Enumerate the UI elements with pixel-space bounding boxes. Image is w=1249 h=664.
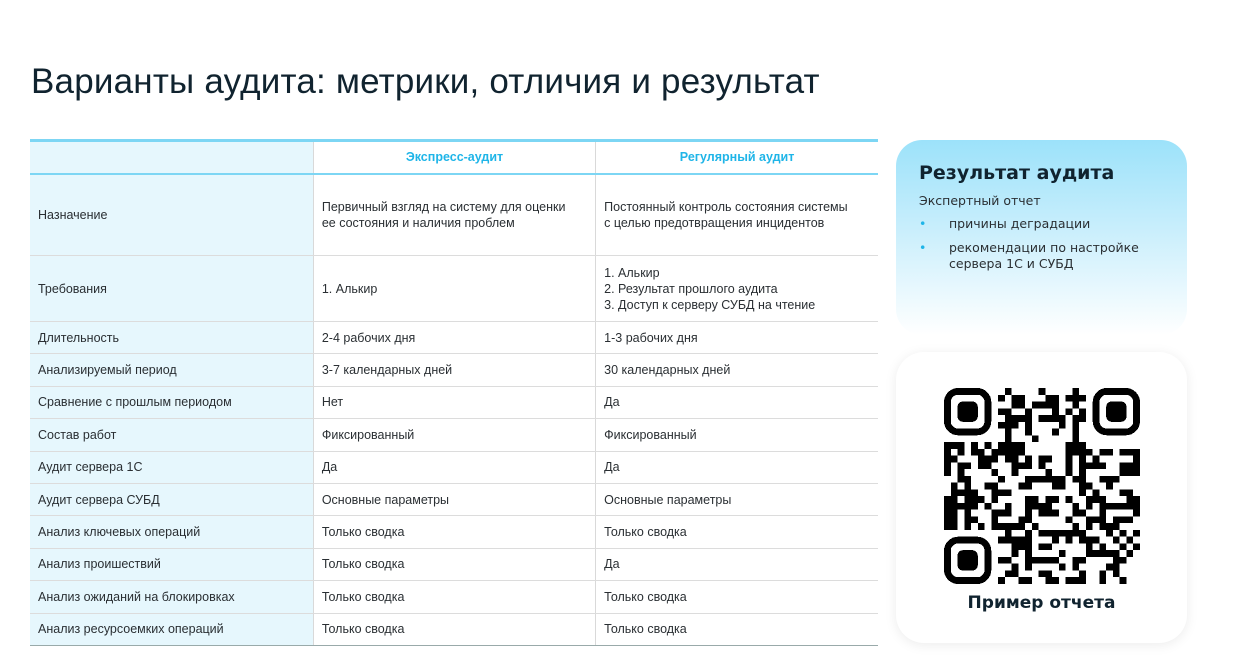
row-label: Анализируемый период xyxy=(30,353,314,387)
table-row: Анализ ключевых операций Только сводка Тол… xyxy=(30,515,878,549)
header-regular: Регулярный аудит xyxy=(595,139,878,175)
table-row: Назначение Первичный взгляд на систему дл… xyxy=(30,173,878,256)
express-value: Только сводка xyxy=(312,548,596,582)
express-value: Только сводка xyxy=(312,613,596,646)
regular-value: 30 календарных дней xyxy=(595,353,878,387)
express-value: Только сводка xyxy=(312,515,596,549)
row-label: Анализ ресурсоемких операций xyxy=(30,613,314,646)
report-example-caption: Пример отчета xyxy=(967,593,1116,613)
express-value: Нет xyxy=(312,386,596,420)
result-item: • причины деградации xyxy=(919,216,1091,231)
row-label: Длительность xyxy=(30,321,314,355)
table-row: Анализ ожиданий на блокировках Только сво… xyxy=(30,580,878,614)
regular-value: Только сводка xyxy=(595,580,878,614)
regular-value: Основные параметры xyxy=(595,483,878,517)
table-header-row: Экспресс-аудит Регулярный аудит xyxy=(30,139,878,175)
regular-value: Фиксированный xyxy=(595,418,878,452)
table-row: Анализируемый период 3-7 календарных дней… xyxy=(30,353,878,387)
regular-value: Да xyxy=(595,386,878,420)
regular-value: Только сводка xyxy=(595,613,878,646)
table-row: Требования 1. Алькир 1. Алькир 2. Результа… xyxy=(30,255,878,322)
row-label: Анализ ключевых операций xyxy=(30,515,314,549)
express-value: 1. Алькир xyxy=(312,255,596,322)
regular-value: Только сводка xyxy=(595,515,878,549)
express-value: 2-4 рабочих дня xyxy=(312,321,596,355)
table-row: Аудит сервера 1С Да Да xyxy=(30,451,878,484)
regular-value: Да xyxy=(595,548,878,582)
row-label: Анализ проишествий xyxy=(30,548,314,582)
express-value: Да xyxy=(312,451,596,484)
row-label: Аудит сервера СУБД xyxy=(30,483,314,517)
bullet-icon: • xyxy=(919,216,927,231)
table-row: Состав работ Фиксированный Фиксированный xyxy=(30,418,878,452)
table-row: Сравнение с прошлым периодом Нет Да xyxy=(30,386,878,420)
express-value: Только сводка xyxy=(312,580,596,614)
regular-value: 1-3 рабочих дня xyxy=(595,321,878,355)
express-value: Первичный взгляд на систему для оценки е… xyxy=(312,173,596,256)
express-value: Основные параметры xyxy=(312,483,596,517)
express-value: Фиксированный xyxy=(312,418,596,452)
report-example-card[interactable]: Пример отчета xyxy=(896,352,1187,643)
audit-comparison-table: Экспресс-аудит Регулярный аудит Назначен… xyxy=(30,139,878,646)
result-card-title: Результат аудита xyxy=(919,162,1115,184)
qr-code-icon[interactable] xyxy=(944,388,1140,584)
regular-value: Постоянный контроль состояния системы с … xyxy=(595,173,878,256)
bullet-icon: • xyxy=(919,240,927,255)
table-row: Анализ ресурсоемких операций Только сводк… xyxy=(30,613,878,646)
page-title: Варианты аудита: метрики, отличия и резу… xyxy=(31,62,820,101)
result-item: • рекомендации по настройке сервера 1С и … xyxy=(919,240,1139,271)
result-card-subtitle: Экспертный отчет xyxy=(919,193,1041,208)
regular-value: 1. Алькир 2. Результат прошлого аудита 3… xyxy=(595,255,878,322)
table-row: Длительность 2-4 рабочих дня 1-3 рабочих д… xyxy=(30,321,878,355)
header-express: Экспресс-аудит xyxy=(312,139,596,175)
row-label: Назначение xyxy=(30,173,314,256)
table-row: Анализ проишествий Только сводка Да xyxy=(30,548,878,582)
row-label: Аудит сервера 1С xyxy=(30,451,314,484)
row-label: Анализ ожиданий на блокировках xyxy=(30,580,314,614)
row-label: Требования xyxy=(30,255,314,322)
row-label: Состав работ xyxy=(30,418,314,452)
row-label: Сравнение с прошлым периодом xyxy=(30,386,314,420)
regular-value: Да xyxy=(595,451,878,484)
express-value: 3-7 календарных дней xyxy=(312,353,596,387)
header-empty xyxy=(30,139,314,175)
audit-result-card: Результат аудита Экспертный отчет • причи… xyxy=(896,140,1187,335)
table-row: Аудит сервера СУБД Основные параметры Осно… xyxy=(30,483,878,517)
result-list: • причины деградации • рекомендации по нас… xyxy=(919,216,1164,272)
